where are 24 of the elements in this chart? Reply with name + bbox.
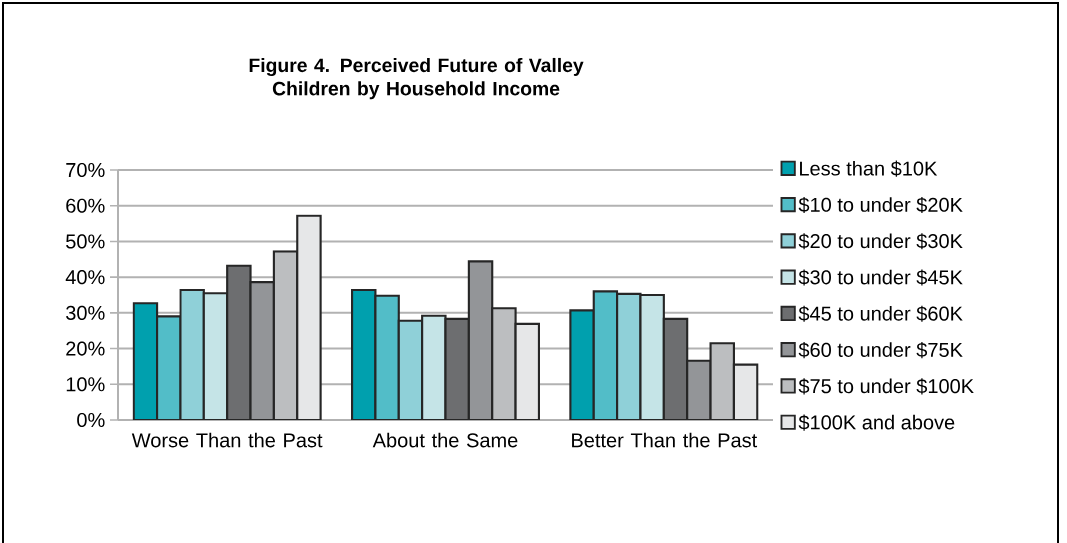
legend-label: $20 to under $30K <box>798 233 963 250</box>
bar <box>297 215 321 420</box>
legend-label: Less than $10K <box>800 160 938 177</box>
legend-label: $75 to under $100K <box>798 378 974 395</box>
legend-label: $60 to under $75K <box>798 341 963 359</box>
legend-label: $45 to under $60K <box>798 305 963 322</box>
x-tick-label: Better Than the Past <box>572 432 758 448</box>
y-tick-label: 40% <box>65 270 105 285</box>
legend-label: $30 to under $45K <box>798 269 963 286</box>
bar <box>375 295 399 420</box>
x-tick-label: About the Same <box>372 432 518 448</box>
y-tick-label: 20% <box>66 341 105 356</box>
legend-label: $100K and above <box>798 414 955 431</box>
legend-label: $10 to under $20K <box>798 196 963 214</box>
y-tick-label: 10% <box>66 377 105 392</box>
y-tick-label: 0% <box>77 412 105 428</box>
chart-title: Figure 4. Perceived Future of Valley Children by Household Income <box>249 57 584 100</box>
y-tick-label: 30% <box>66 305 105 320</box>
x-tick-label: Worse Than the Past <box>131 432 323 448</box>
bar <box>569 309 595 420</box>
y-tick-label: 60% <box>66 198 105 213</box>
y-tick-label: 70% <box>66 162 105 178</box>
y-tick-label: 50% <box>66 234 105 249</box>
bar <box>492 308 516 420</box>
